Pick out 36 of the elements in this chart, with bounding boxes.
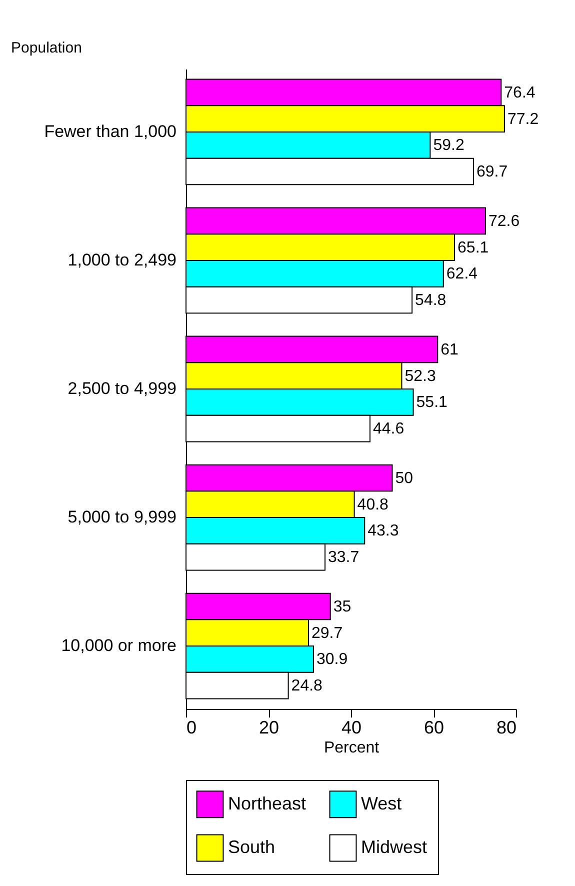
data-label: 62.4 [446,266,478,283]
legend-label: Northeast [228,793,306,814]
data-label: 54.8 [415,292,446,310]
data-label: 29.7 [312,624,343,642]
legend-label: Midwest [361,837,428,857]
x-tick-label: 20 [258,718,280,738]
y-tick-label: 1,000 to 2,499 [68,250,176,270]
y-tick-label: 5,000 to 9,999 [68,508,176,527]
data-label: 35 [333,598,352,616]
y-axis-title: Population [11,40,82,56]
x-tick-label: 40 [341,718,362,738]
data-label: 65.1 [458,239,489,256]
data-label: 55.1 [416,394,448,412]
data-label: 33.7 [328,549,360,566]
data-label: 59.2 [433,137,464,154]
legend-label: South [228,837,276,857]
data-label: 76.4 [504,84,536,102]
data-label: 50 [395,470,414,487]
data-label: 77.2 [507,110,539,128]
x-tick-label: 0 [186,718,197,738]
data-label: 24.8 [291,678,323,695]
data-label: 69.7 [476,163,508,180]
data-label: 30.9 [316,651,348,668]
x-axis-title: Percent [324,740,380,756]
x-tick-label: 60 [424,718,444,738]
legend-label: West [361,793,402,814]
y-tick-label: 10,000 or more [61,636,176,656]
data-label: 61 [440,341,459,358]
data-label: 72.6 [488,212,520,230]
y-tick-label: Fewer than 1,000 [44,122,176,141]
data-label: 52.3 [404,368,436,385]
y-tick-label: 2,500 to 4,999 [68,379,176,398]
x-tick-label: 80 [496,718,516,738]
data-label: 40.8 [357,496,389,514]
data-label: 43.3 [368,522,399,540]
data-label: 44.6 [372,420,404,438]
